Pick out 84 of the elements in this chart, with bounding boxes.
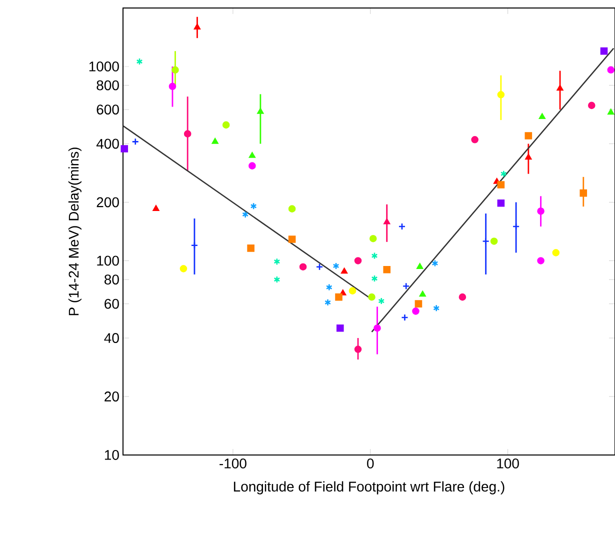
point	[348, 287, 356, 294]
point	[248, 152, 256, 158]
point	[371, 274, 378, 282]
point	[524, 132, 532, 140]
point	[537, 207, 544, 215]
point	[525, 154, 532, 160]
point	[537, 257, 544, 264]
point	[371, 252, 378, 260]
point	[401, 314, 408, 322]
x-axis-title: Longitude of Field Footpoint wrt Flare (deg.)	[234, 481, 504, 494]
point	[490, 238, 498, 245]
point	[580, 189, 588, 197]
point	[180, 265, 188, 272]
point	[383, 266, 391, 274]
point	[416, 263, 424, 269]
point	[250, 202, 257, 210]
point	[288, 236, 296, 243]
point	[335, 293, 342, 301]
point	[433, 304, 440, 312]
x-tick-label: -100	[220, 458, 246, 468]
y-tick-label: 40	[104, 333, 119, 343]
point	[136, 58, 143, 66]
point	[194, 24, 200, 30]
point	[247, 244, 254, 252]
y-tick-label: 600	[96, 104, 119, 115]
point	[398, 222, 406, 230]
point	[274, 276, 280, 284]
y-tick-label: 80	[104, 274, 119, 285]
point	[384, 218, 390, 224]
point	[299, 263, 307, 270]
point	[152, 205, 160, 211]
point	[316, 263, 324, 270]
point	[172, 66, 179, 74]
point	[341, 268, 348, 274]
point	[326, 284, 332, 291]
y-axis-title: P (14-24 MeV) Delay(mins)	[68, 148, 82, 316]
point	[132, 138, 140, 146]
point	[471, 136, 478, 144]
point	[497, 181, 505, 188]
point	[588, 102, 596, 110]
y-tick-label: 10	[104, 450, 119, 460]
point	[222, 121, 230, 129]
point	[500, 170, 507, 178]
point	[184, 130, 192, 138]
point	[497, 199, 505, 207]
point	[288, 205, 296, 212]
point	[402, 282, 410, 290]
point	[497, 91, 505, 98]
point	[332, 262, 340, 270]
point	[368, 293, 376, 301]
point	[168, 82, 176, 90]
point	[120, 145, 128, 152]
point	[600, 47, 608, 55]
y-tick-label: 200	[96, 197, 119, 208]
point	[458, 293, 466, 301]
y-tick-label: 1000	[89, 61, 119, 72]
point	[212, 138, 218, 144]
point	[248, 162, 256, 170]
point	[274, 258, 280, 266]
point	[257, 108, 264, 114]
point	[552, 249, 560, 256]
point	[324, 298, 332, 306]
point	[374, 324, 381, 332]
point	[336, 324, 344, 332]
point	[378, 297, 385, 305]
y-tick-label: 400	[96, 138, 119, 149]
point	[190, 242, 198, 249]
point	[538, 113, 546, 120]
point	[369, 234, 377, 242]
x-tick-label: 100	[497, 458, 519, 468]
y-tick-label: 20	[104, 392, 119, 402]
y-tick-label: 60	[104, 298, 119, 309]
y-tick-label: 800	[96, 80, 119, 90]
x-tick-label: 0	[367, 458, 374, 468]
point	[412, 308, 420, 315]
point	[512, 222, 520, 230]
point	[354, 257, 362, 264]
point	[242, 210, 249, 218]
point	[556, 84, 564, 91]
point	[354, 346, 362, 353]
y-tick-label: 100	[97, 256, 119, 266]
point	[419, 290, 426, 297]
point	[432, 260, 438, 267]
point	[414, 300, 422, 308]
